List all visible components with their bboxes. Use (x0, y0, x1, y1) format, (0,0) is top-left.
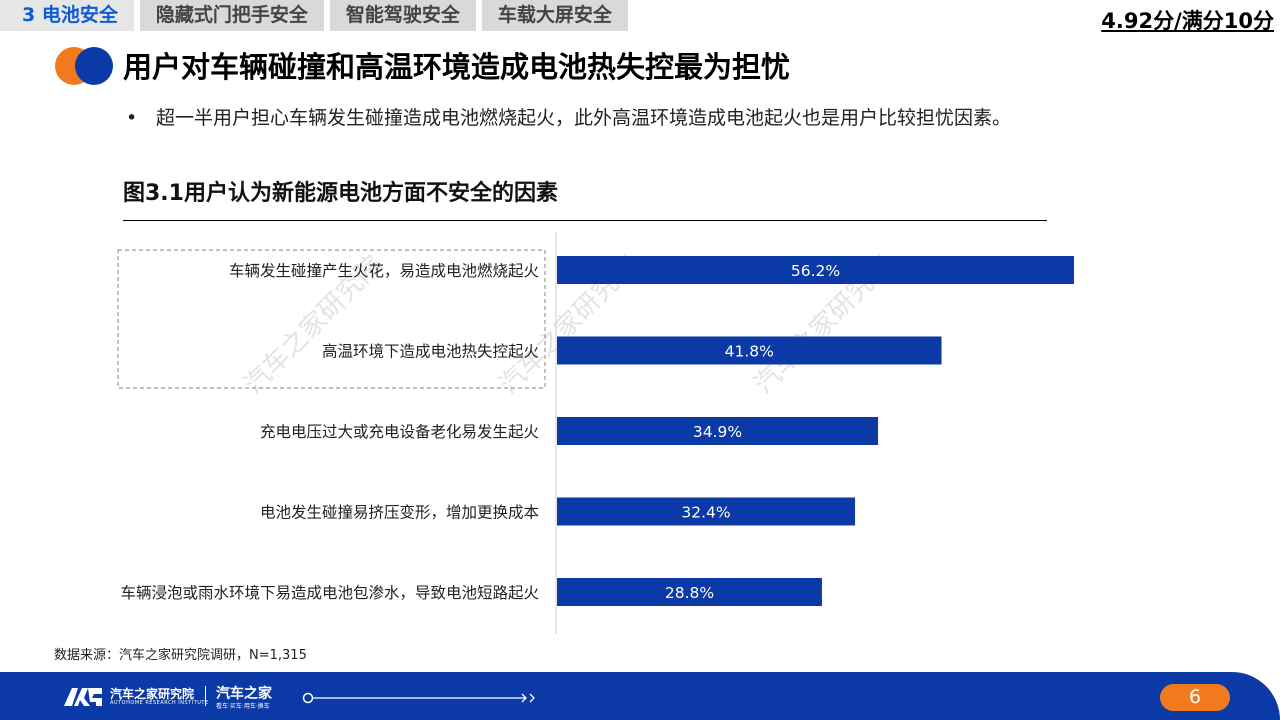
data-source: 数据来源：汽车之家研究院调研，N=1,315 (54, 648, 307, 663)
bar (557, 578, 822, 606)
bar (557, 417, 879, 445)
footer-logo-sub: AUTOHOME RESEARCH INSTITUTE (110, 700, 209, 706)
footer-logo-text: 汽车之家研究院 (110, 687, 195, 701)
watermark-text: 汽车之家研究院 (239, 250, 389, 400)
section-tabs: 3 电池安全 隐藏式门把手安全 智能驾驶安全 车载大屏安全 (0, 0, 634, 31)
page-number: 6 (1160, 684, 1230, 711)
bullet-text: • 超一半用户担心车辆发生碰撞造成电池燃烧起火，此外高温环境造成电池起火也是用户比… (126, 103, 1011, 130)
page-title: 用户对车辆碰撞和高温环境造成电池热失控最为担忧 (123, 50, 791, 84)
category-label: 充电电压过大或充电设备老化易发生起火 (260, 423, 539, 441)
data-label: 41.8% (725, 343, 774, 361)
highlight-box (117, 249, 546, 389)
tab-smart-driving-safety[interactable]: 智能驾驶安全 (329, 0, 476, 31)
footer-divider (205, 686, 206, 706)
category-label: 车辆浸泡或雨水环境下易造成电池包渗水，导致电池短路起火 (120, 583, 539, 602)
data-label: 28.8% (665, 584, 714, 602)
title-divider (123, 220, 1047, 221)
tab-hidden-door-handle-safety[interactable]: 隐藏式门把手安全 (139, 0, 324, 31)
title-circles-icon (55, 47, 113, 85)
category-label: 电池发生碰撞易挤压变形，增加更换成本 (260, 504, 539, 522)
footer-brand-text: 汽车之家 (216, 686, 272, 702)
footer-bar (0, 672, 1280, 720)
data-label: 34.9% (693, 423, 742, 441)
data-label: 56.2% (791, 262, 840, 280)
watermark-text: 汽车之家研究院 (494, 250, 644, 400)
bar (557, 497, 856, 526)
tab-large-screen-safety[interactable]: 车载大屏安全 (481, 0, 628, 31)
category-label: 车辆发生碰撞产生火花，易造成电池燃烧起火 (229, 262, 539, 280)
score-label: 4.92分/满分10分 (1101, 9, 1274, 33)
tab-battery-safety[interactable]: 3 电池安全 (0, 0, 134, 31)
progress-arrow-icon (302, 692, 535, 704)
bullet-content: 超一半用户担心车辆发生碰撞造成电池燃烧起火，此外高温环境造成电池起火也是用户比较… (156, 107, 1012, 129)
category-label: 高温环境下造成电池热失控起火 (322, 342, 539, 361)
chart-title: 图3.1用户认为新能源电池方面不安全的因素 (123, 181, 558, 206)
footer-brand-sub: 看车·买车·用车·换车 (216, 703, 270, 710)
bar (557, 336, 942, 365)
bullet-marker: • (126, 107, 138, 129)
bar (557, 256, 1074, 284)
autohome-logo-icon (64, 688, 102, 706)
data-label: 32.4% (681, 504, 730, 522)
watermark-text: 汽车之家研究院 (749, 250, 899, 400)
